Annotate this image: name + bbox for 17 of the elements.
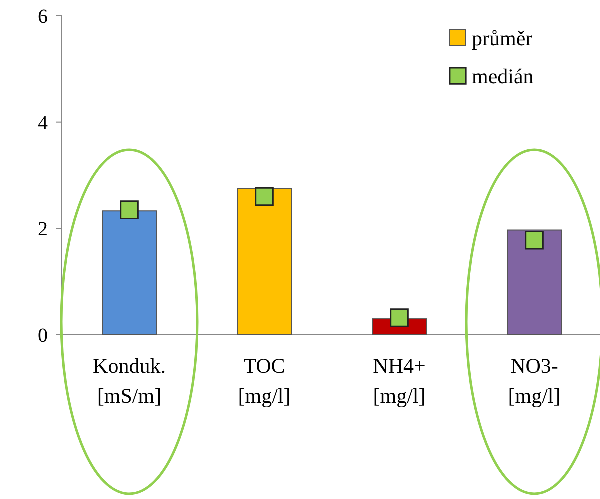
bar	[237, 188, 292, 336]
point	[390, 308, 409, 328]
bar	[507, 230, 562, 336]
x-tick-label: NO3- [mg/l]	[508, 354, 561, 408]
y-tick-label: 6	[38, 6, 48, 28]
x-tick-label: NH4+ [mg/l]	[373, 354, 426, 408]
legend-label: medián	[472, 64, 534, 88]
bar	[102, 210, 157, 336]
x-tick-label: TOC [mg/l]	[238, 354, 291, 408]
y-tick-label: 4	[38, 112, 48, 134]
point	[525, 230, 544, 250]
point	[120, 200, 139, 220]
point	[255, 187, 274, 206]
y-tick-label: 2	[38, 218, 48, 241]
legend-label: průměr	[472, 26, 533, 50]
x-tick-label: Konduk. [mS/m]	[93, 354, 166, 408]
y-tick-label: 0	[38, 325, 48, 347]
